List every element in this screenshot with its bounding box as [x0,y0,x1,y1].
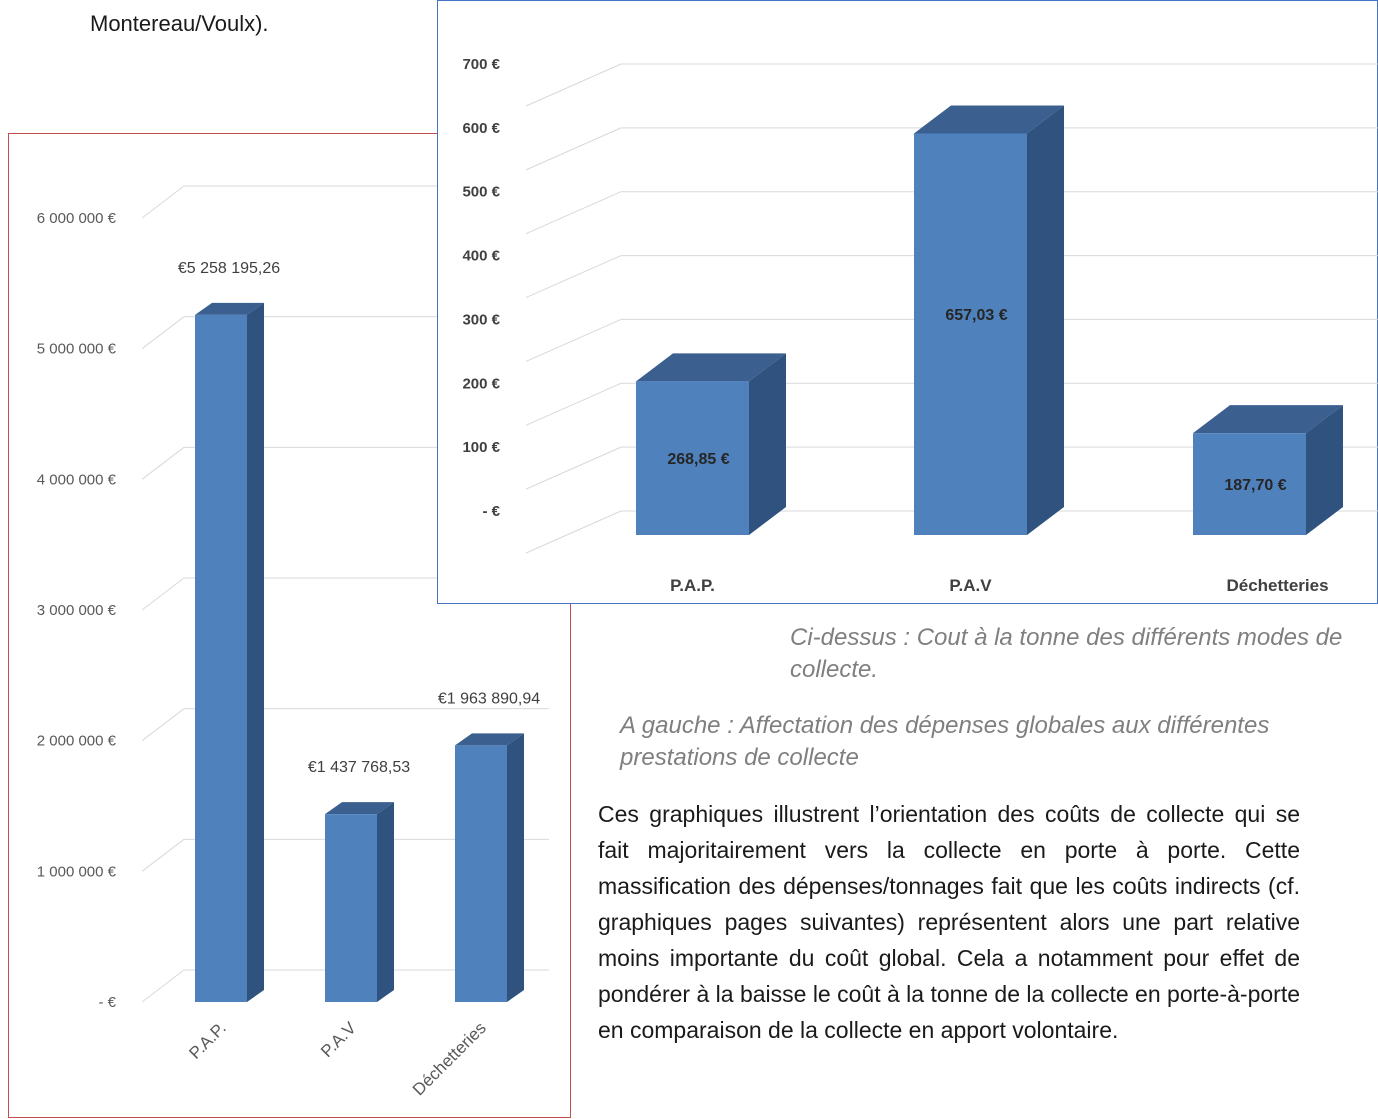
x-tick-label: Déchetteries [1226,576,1328,595]
bar-top [636,353,786,382]
y-tick-label: - € [482,503,500,520]
bar-side [1027,105,1064,535]
gridline-diagonal [525,127,622,171]
gridline-diagonal [525,382,622,426]
data-label: €1 963 890,94 [438,690,540,707]
gridline-diagonal [141,969,185,1003]
bar [325,814,377,1002]
gridline-diagonal [141,185,185,219]
y-tick-label: 300 € [462,311,500,328]
body-paragraph: Ces graphiques illustrent l’orientation … [598,801,1300,1043]
y-tick-label: 700 € [462,56,500,73]
cost-per-ton-chart: - € 100 € 200 € 300 € 400 € 500 € 600 € 700 € 26… [437,0,1378,604]
data-label: €5 258 195,26 [178,260,280,277]
data-label: 268,85 € [667,451,729,468]
bar-side [749,353,786,535]
y-tick-label: 200 € [462,375,500,392]
x-tick-label: Déchetteries [409,1018,490,1099]
gridline-diagonal [525,510,622,554]
bar-side [247,302,264,1002]
gridline-diagonal [525,63,622,107]
bar-top [195,302,264,315]
x-tick-label: P.A.V [949,576,992,595]
y-tick-label: 6 000 000 € [37,210,117,227]
y-tick-label: 600 € [462,120,500,137]
y-tick-label: 3 000 000 € [37,602,117,619]
y-tick-label: - € [98,994,116,1011]
bar [455,745,507,1002]
y-tick-label: 5 000 000 € [37,341,117,358]
gridline-diagonal [141,577,185,611]
caption-total-cost: A gauche : Affectation des dépenses glob… [620,712,1270,771]
y-tick-label: 2 000 000 € [37,733,117,750]
gridline-diagonal [141,316,185,350]
y-tick-label: 100 € [462,439,500,456]
gridline-diagonal [525,191,622,235]
y-tick-label: 500 € [462,184,500,201]
data-label: 657,03 € [945,307,1007,324]
bar [195,314,247,1002]
gridline-diagonal [525,318,622,362]
y-tick-label: 400 € [462,248,500,265]
gridline-diagonal [141,708,185,742]
bar [1193,433,1306,535]
top-text-fragment: Montereau/Voulx). [90,11,269,36]
gridline-diagonal [141,446,185,480]
bar-side [377,802,394,1002]
bar-top [325,802,394,815]
bar-side [507,733,524,1002]
x-tick-label: P.A.V [317,1018,360,1061]
data-label: €1 437 768,53 [308,759,410,776]
bar-top [1193,405,1343,434]
bar-top [914,105,1064,134]
bar-top [455,733,524,746]
y-tick-label: 4 000 000 € [37,471,117,488]
y-tick-label: 1 000 000 € [37,863,117,880]
x-tick-label: P.A.P. [670,576,715,595]
total-cost-chart-svg: - € 1 000 000 € 2 000 000 € 3 000 000 € 4 00… [37,185,549,1099]
bar [914,133,1027,536]
bar [636,381,749,535]
gridline-diagonal [525,446,622,490]
cost-per-ton-chart-svg: - € 100 € 200 € 300 € 400 € 500 € 600 € 700 € 26… [462,56,1378,595]
bar-side [1306,405,1343,535]
data-label: 187,70 € [1224,477,1286,494]
gridline-diagonal [141,838,185,872]
gridline-diagonal [525,255,622,299]
x-tick-label: P.A.P. [185,1018,229,1062]
caption-cost-per-ton: Ci-dessus : Cout à la tonne des différen… [790,624,1343,683]
